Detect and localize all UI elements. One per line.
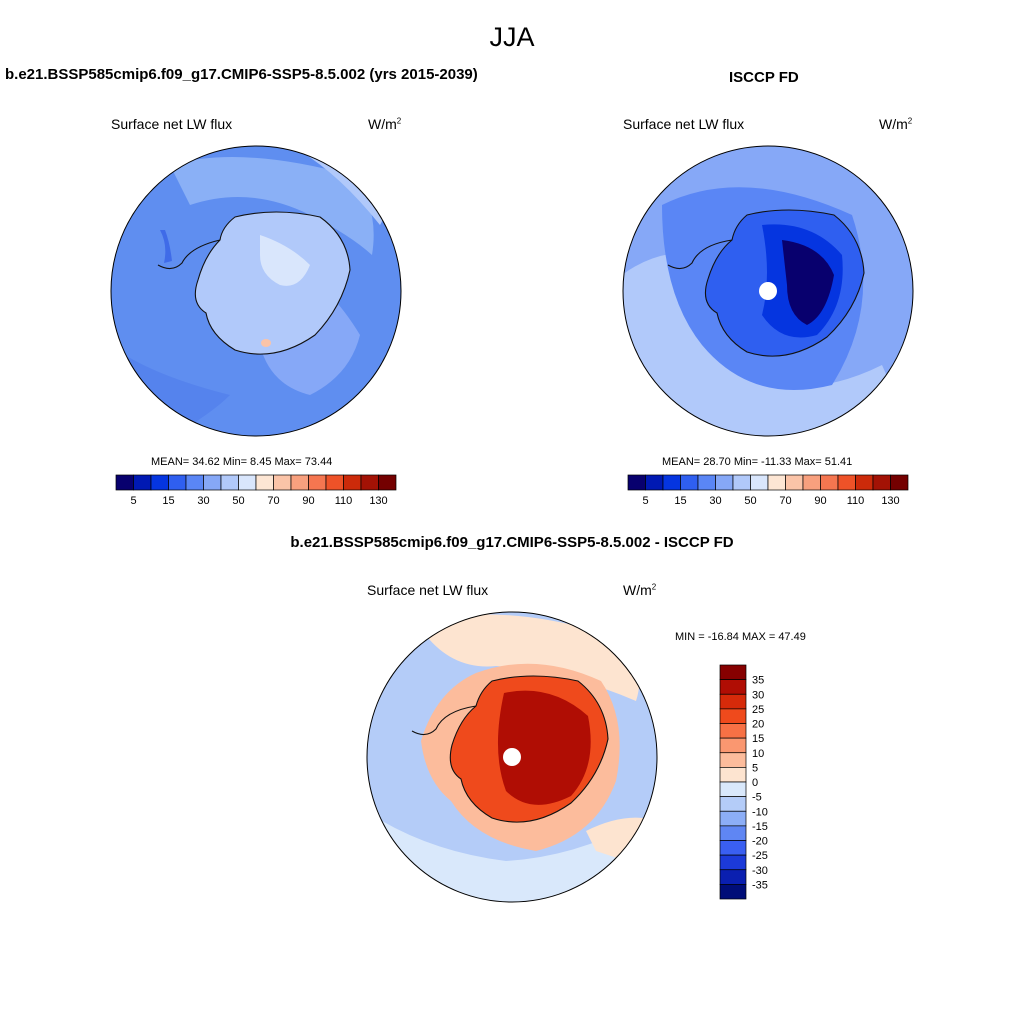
- diff-colorbar-tick-label: 5: [752, 762, 758, 774]
- diff-polar-map: [366, 611, 658, 903]
- obs-polar-map: [622, 145, 914, 437]
- diff-colorbar-tick-label: 30: [752, 689, 764, 701]
- model-colorbar-swatch: [238, 474, 257, 491]
- diff-colorbar-tick-label: -10: [752, 806, 768, 818]
- diff-colorbar-swatch: [719, 767, 747, 783]
- diff-units-label: W/m2: [623, 582, 657, 598]
- diff-colorbar-swatch: [719, 781, 747, 797]
- model-stats: MEAN= 34.62 Min= 8.45 Max= 73.44: [151, 456, 333, 468]
- model-colorbar-tick-label: 70: [267, 495, 279, 507]
- model-colorbar: 5 15 30 50 70 90 110 130: [115, 474, 397, 507]
- obs-colorbar-tick-label: 15: [674, 495, 686, 507]
- model-colorbar-swatch: [273, 474, 292, 491]
- obs-colorbar-swatch: [872, 474, 891, 491]
- diff-colorbar-swatch: [719, 723, 747, 739]
- figure-title: JJA: [489, 22, 535, 52]
- obs-colorbar-swatch: [802, 474, 821, 491]
- model-colorbar-swatch: [185, 474, 204, 491]
- diff-colorbar-tick-label: 20: [752, 719, 764, 731]
- model-colorbar-swatch: [203, 474, 222, 491]
- model-colorbar-tick-label: 30: [197, 495, 209, 507]
- model-variable-label: Surface net LW flux: [111, 116, 233, 132]
- diff-colorbar-swatch: [719, 796, 747, 812]
- obs-colorbar: 5 15 30 50 70 90 110 130: [627, 474, 909, 507]
- obs-colorbar-tick-label: 50: [744, 495, 756, 507]
- diff-colorbar-swatch: [719, 840, 747, 856]
- diff-colorbar-tick-label: 0: [752, 777, 758, 789]
- diff-panel-title: b.e21.BSSP585cmip6.f09_g17.CMIP6-SSP5-8.…: [290, 534, 734, 551]
- obs-colorbar-tick-label: 90: [814, 495, 826, 507]
- diff-colorbar-tick-label: -5: [752, 792, 762, 804]
- obs-colorbar-tick-label: 5: [642, 495, 648, 507]
- diff-colorbar-tick-label: -25: [752, 850, 768, 862]
- model-colorbar-tick-label: 5: [130, 495, 136, 507]
- obs-colorbar-swatch: [785, 474, 804, 491]
- diff-colorbar-tick-label: 10: [752, 748, 764, 760]
- obs-colorbar-tick-label: 70: [779, 495, 791, 507]
- obs-colorbar-swatch: [750, 474, 769, 491]
- model-colorbar-swatch: [133, 474, 152, 491]
- obs-variable-label: Surface net LW flux: [623, 116, 745, 132]
- obs-colorbar-tick-label: 110: [847, 495, 865, 507]
- model-colorbar-swatch: [290, 474, 309, 491]
- model-colorbar-tick-label: 15: [162, 495, 174, 507]
- obs-colorbar-swatch: [662, 474, 681, 491]
- model-colorbar-tick-label: 130: [369, 495, 387, 507]
- model-colorbar-swatch: [308, 474, 327, 491]
- diff-colorbar-swatch: [719, 679, 747, 695]
- obs-stats: MEAN= 28.70 Min= -11.33 Max= 51.41: [662, 456, 853, 468]
- obs-colorbar-swatch: [890, 474, 909, 491]
- model-colorbar-swatch: [150, 474, 169, 491]
- diff-colorbar: 35 30 25 20 15 10 5 0 -5 -10 -15 -20 -25 -30 -35: [719, 664, 768, 900]
- diff-colorbar-tick-label: 35: [752, 675, 764, 687]
- diff-stats: MIN = -16.84 MAX = 47.49: [675, 631, 806, 643]
- diff-colorbar-tick-label: 25: [752, 704, 764, 716]
- model-colorbar-swatch: [115, 474, 134, 491]
- model-colorbar-tick-label: 110: [335, 495, 353, 507]
- obs-colorbar-swatch: [645, 474, 664, 491]
- model-colorbar-swatch: [378, 474, 397, 491]
- obs-colorbar-swatch: [820, 474, 839, 491]
- diff-colorbar-swatch: [719, 869, 747, 885]
- diff-colorbar-swatch: [719, 693, 747, 710]
- obs-panel-title: ISCCP FD: [729, 69, 799, 86]
- model-panel-title: b.e21.BSSP585cmip6.f09_g17.CMIP6-SSP5-8.…: [5, 66, 478, 83]
- obs-colorbar-swatch: [715, 474, 734, 491]
- diff-colorbar-swatch: [719, 884, 747, 900]
- diff-colorbar-swatch: [719, 810, 747, 827]
- obs-colorbar-swatch: [837, 474, 856, 491]
- model-colorbar-swatch: [343, 474, 362, 491]
- model-units-label: W/m2: [368, 116, 402, 132]
- obs-colorbar-tick-label: 30: [709, 495, 721, 507]
- diff-colorbar-swatch: [719, 825, 747, 841]
- model-colorbar-swatch: [168, 474, 187, 491]
- obs-colorbar-swatch: [627, 474, 646, 491]
- model-colorbar-swatch: [360, 474, 379, 491]
- model-colorbar-swatch: [220, 474, 239, 491]
- obs-colorbar-swatch: [680, 474, 699, 491]
- diff-colorbar-tick-label: 15: [752, 733, 764, 745]
- diff-colorbar-tick-label: -35: [752, 879, 768, 891]
- diff-variable-label: Surface net LW flux: [367, 582, 489, 598]
- diff-colorbar-swatch: [719, 737, 747, 754]
- diff-colorbar-swatch: [719, 708, 747, 724]
- model-colorbar-tick-label: 50: [232, 495, 244, 507]
- obs-units-label: W/m2: [879, 116, 913, 132]
- diff-colorbar-tick-label: -30: [752, 865, 768, 877]
- diff-colorbar-swatch: [719, 752, 747, 768]
- obs-colorbar-swatch: [697, 474, 716, 491]
- diff-colorbar-swatch: [719, 664, 747, 680]
- diff-colorbar-tick-label: -20: [752, 836, 768, 848]
- diff-colorbar-tick-label: -15: [752, 821, 768, 833]
- model-colorbar-tick-label: 90: [302, 495, 314, 507]
- obs-colorbar-swatch: [767, 474, 786, 491]
- obs-colorbar-swatch: [855, 474, 874, 491]
- diff-colorbar-swatch: [719, 854, 747, 871]
- model-colorbar-swatch: [255, 474, 274, 491]
- model-polar-map: [110, 145, 402, 437]
- obs-colorbar-tick-label: 130: [881, 495, 899, 507]
- model-colorbar-swatch: [325, 474, 344, 491]
- obs-colorbar-swatch: [732, 474, 751, 491]
